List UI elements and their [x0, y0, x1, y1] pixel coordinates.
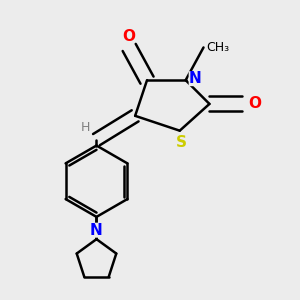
Text: N: N [189, 71, 201, 86]
Text: O: O [123, 29, 136, 44]
Text: CH₃: CH₃ [206, 41, 230, 54]
Text: N: N [90, 223, 103, 238]
Text: H: H [81, 121, 91, 134]
Text: O: O [248, 96, 261, 111]
Text: S: S [176, 135, 187, 150]
